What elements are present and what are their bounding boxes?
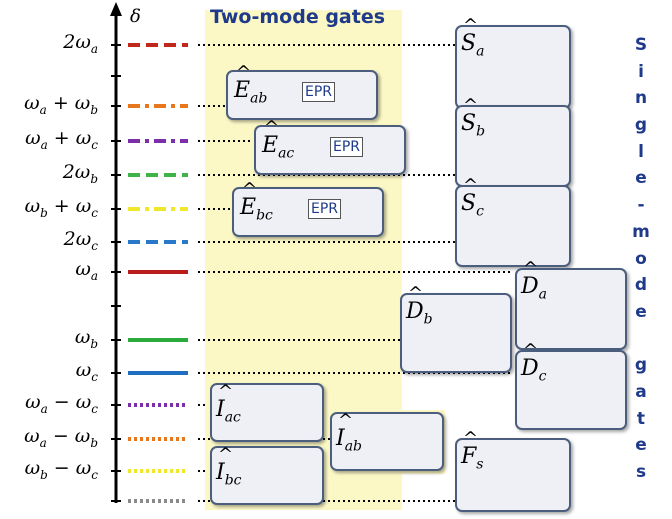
side-title-char: i bbox=[638, 61, 644, 82]
level-label: 2ωa bbox=[63, 31, 98, 56]
side-title-char: a bbox=[635, 381, 647, 402]
level-label: ωb − ωc bbox=[24, 457, 98, 482]
side-title-char: e bbox=[635, 301, 647, 322]
level-label: ωa + ωc bbox=[25, 127, 98, 152]
level-label: ωa + ωb bbox=[24, 92, 98, 117]
epr-tag: EPR bbox=[330, 137, 364, 157]
interaction-gate-operator: I ^ bc bbox=[216, 444, 242, 489]
level-label: ωc bbox=[75, 359, 98, 384]
single-mode-gate-box bbox=[515, 350, 627, 430]
epr-gate-operator: E ^ ab bbox=[234, 62, 268, 107]
level-label: ωb bbox=[74, 326, 98, 351]
side-title-char: d bbox=[634, 275, 648, 296]
single-mode-gate-box bbox=[455, 185, 571, 267]
single-mode-gate-operator: S ^ a bbox=[461, 15, 485, 60]
side-title-char: l bbox=[638, 141, 644, 162]
side-title-char: - bbox=[637, 195, 645, 216]
interaction-gate-operator: I ^ ab bbox=[336, 410, 363, 455]
epr-tag: EPR bbox=[308, 199, 342, 219]
epr-tag: EPR bbox=[302, 82, 336, 102]
side-title-char: g bbox=[634, 355, 648, 376]
level-label: ωa − ωb bbox=[24, 425, 98, 450]
single-mode-gate-box bbox=[515, 268, 627, 350]
axis-label: δ bbox=[130, 6, 141, 27]
single-mode-gate-operator: D ^ a bbox=[521, 258, 547, 303]
side-title-char: g bbox=[634, 115, 648, 136]
side-title-char: e bbox=[635, 168, 647, 189]
single-mode-gate-operator: S ^ c bbox=[461, 175, 484, 220]
single-mode-gate-operator: D ^ c bbox=[521, 340, 547, 385]
side-title-char: t bbox=[636, 408, 646, 429]
epr-gate-operator: E ^ ac bbox=[262, 117, 295, 162]
single-mode-gate-operator: S ^ b bbox=[461, 95, 486, 140]
interaction-gate-box bbox=[210, 446, 324, 505]
side-title-char: S bbox=[634, 35, 648, 55]
side-title-char: o bbox=[635, 248, 647, 269]
level-label: ωb + ωc bbox=[24, 195, 98, 220]
level-label: 2ωc bbox=[63, 228, 98, 253]
side-title-char: n bbox=[634, 88, 648, 109]
side-title-char: m bbox=[632, 221, 650, 242]
single-mode-gate-operator: D ^ b bbox=[406, 283, 433, 328]
interaction-gate-operator: I ^ ac bbox=[216, 381, 241, 426]
interaction-gate-box bbox=[330, 412, 444, 471]
level-label: 2ωb bbox=[62, 161, 98, 186]
single-mode-gate-box bbox=[400, 293, 512, 373]
level-label: ωa bbox=[75, 258, 98, 283]
epr-gate-operator: E ^ bc bbox=[240, 179, 273, 224]
axis-arrowhead bbox=[110, 2, 122, 16]
side-title-char: e bbox=[635, 435, 647, 456]
single-mode-gate-box bbox=[455, 438, 571, 512]
single-mode-gate-operator: F ^ s bbox=[461, 428, 484, 473]
level-label: ωa − ωc bbox=[25, 391, 98, 416]
two-mode-title: Two-mode gates bbox=[210, 6, 386, 28]
epr-gate-box bbox=[254, 125, 406, 175]
side-title-char: s bbox=[635, 462, 647, 482]
interaction-gate-box bbox=[210, 383, 324, 442]
